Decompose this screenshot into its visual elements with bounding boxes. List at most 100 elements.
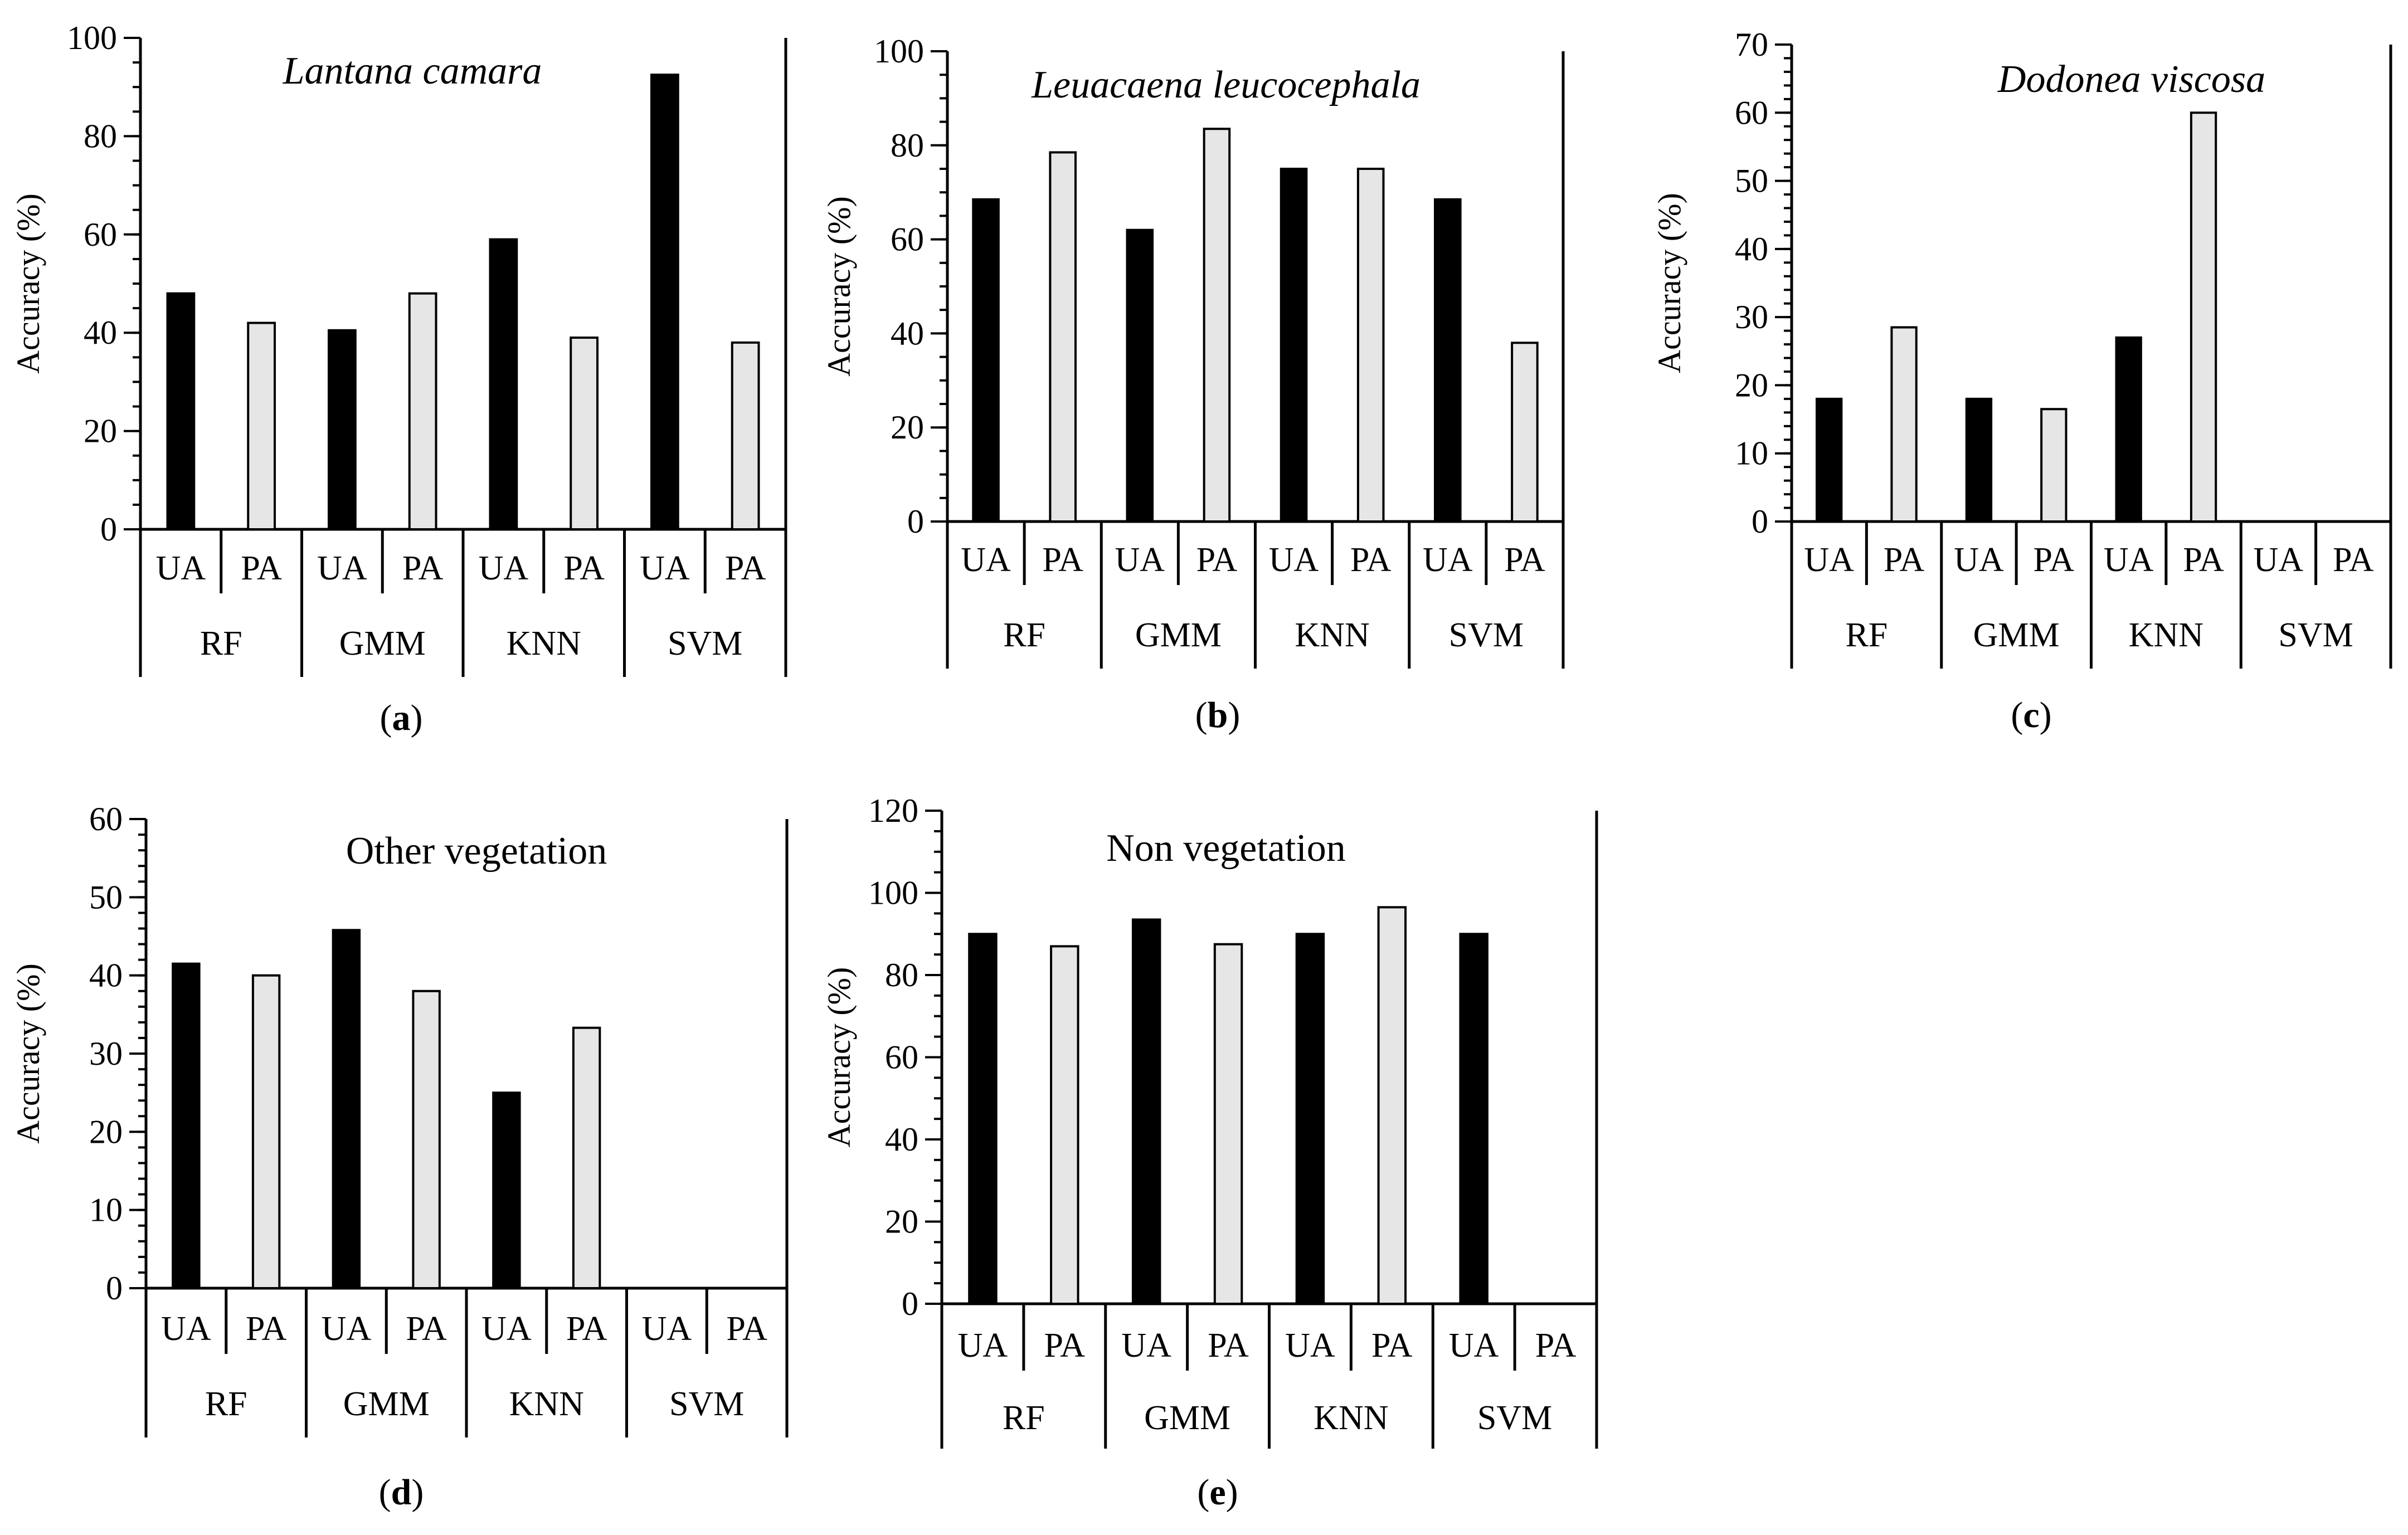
x-subgroup-label: UA	[481, 1310, 532, 1348]
x-subgroup-label: UA	[1954, 541, 2004, 579]
y-tick-label: 80	[891, 127, 924, 164]
y-tick-label: 20	[885, 1203, 918, 1240]
x-group-label: SVM	[2278, 616, 2353, 654]
x-subgroup-label: PA	[402, 549, 444, 587]
x-subgroup-label: UA	[640, 549, 690, 587]
y-axis-label: Accuracy (%)	[10, 193, 46, 374]
chart-panel-d: Other vegetation 0 10 20 30 40 50 60 Accuracy (%…	[10, 801, 789, 1513]
bar-knn-ua	[1295, 933, 1325, 1305]
bar-rf-ua	[968, 933, 998, 1305]
y-tick-label: 50	[1735, 163, 1768, 199]
bar-gmm-ua	[1131, 918, 1161, 1305]
y-tick-label: 0	[1752, 503, 1768, 540]
x-group-label: KNN	[2129, 616, 2203, 654]
x-subgroup-label: PA	[246, 1310, 287, 1348]
x-subgroup-label: PA	[563, 549, 605, 587]
y-axis-label: Accuracy (%)	[10, 963, 46, 1144]
x-group-label: KNN	[509, 1385, 584, 1423]
x-subgroup-label: PA	[1044, 1327, 1086, 1365]
y-tick-label: 20	[89, 1113, 123, 1150]
y-tick-label: 20	[1735, 367, 1768, 403]
y-tick-label: 60	[885, 1039, 918, 1076]
bar-gmm-ua	[332, 929, 361, 1289]
bar-knn-pa	[2190, 111, 2217, 523]
x-group-label: RF	[1845, 616, 1888, 654]
x-group-label: SVM	[669, 1385, 744, 1423]
y-tick-label: 10	[89, 1192, 123, 1229]
x-group-label: KNN	[507, 625, 581, 662]
x-subgroup-label: PA	[1042, 541, 1083, 579]
x-group-label: KNN	[1314, 1399, 1388, 1437]
y-tick-label: 100	[67, 20, 117, 56]
chart-title: Dodonea viscosa	[1997, 58, 2265, 101]
x-group-label: GMM	[339, 625, 426, 662]
x-subgroup-label: PA	[725, 549, 766, 587]
y-tick-label: 100	[868, 875, 918, 912]
bar-knn-pa	[572, 1026, 601, 1289]
x-subgroup-label: UA	[1285, 1327, 1335, 1365]
bar-svm-ua	[1434, 198, 1462, 523]
y-tick-label: 60	[89, 801, 123, 837]
bar-knn-ua	[1280, 168, 1308, 523]
bar-rf-ua	[166, 292, 196, 530]
bar-rf-pa	[251, 974, 281, 1289]
x-subgroup-label: PA	[1884, 541, 1925, 579]
x-group-label: RF	[200, 625, 242, 662]
x-group-label: SVM	[1449, 616, 1524, 654]
x-subgroup-label: UA	[2104, 541, 2154, 579]
bar-gmm-pa	[1203, 128, 1231, 523]
bar-knn-ua	[489, 238, 518, 530]
bar-rf-pa	[1050, 945, 1079, 1305]
bar-gmm-pa	[1213, 943, 1243, 1305]
y-tick-label: 40	[84, 314, 117, 351]
x-subgroup-label: UA	[156, 549, 206, 587]
y-tick-label: 120	[868, 792, 918, 829]
chart-title: Non vegetation	[1106, 827, 1346, 870]
chart-title: Lantana camara	[283, 50, 542, 92]
x-subgroup-label: PA	[241, 549, 282, 587]
x-subgroup-label: PA	[1208, 1327, 1249, 1365]
x-subgroup-label: PA	[406, 1310, 447, 1348]
bar-gmm-pa	[2040, 408, 2068, 523]
x-subgroup-label: UA	[1115, 541, 1165, 579]
x-group-label: GMM	[1144, 1399, 1230, 1437]
x-subgroup-label: UA	[479, 549, 529, 587]
x-subgroup-label: UA	[961, 541, 1011, 579]
x-subgroup-label: UA	[322, 1310, 372, 1348]
x-subgroup-label: PA	[1196, 541, 1238, 579]
x-subgroup-label: PA	[2034, 541, 2075, 579]
y-tick-label: 60	[891, 221, 924, 258]
bar-svm-ua	[650, 74, 679, 530]
y-tick-label: 50	[89, 879, 123, 915]
x-subgroup-label: UA	[317, 549, 367, 587]
bar-knn-pa	[570, 337, 599, 531]
y-tick-label: 40	[89, 957, 123, 994]
chart-title: Leuacaena leucocephala	[1031, 64, 1421, 106]
bar-rf-pa	[1049, 151, 1077, 523]
x-subgroup-label: UA	[958, 1327, 1008, 1365]
y-tick-label: 30	[1735, 299, 1768, 335]
bar-gmm-pa	[412, 990, 441, 1289]
x-subgroup-label: UA	[161, 1310, 211, 1348]
y-axis-label: Accuracy (%)	[821, 196, 857, 377]
x-subgroup-label: UA	[2254, 541, 2304, 579]
chart-panel-b: Leuacaena leucocephala 0 20 40 60 80 100 Accura…	[821, 33, 1565, 735]
bar-rf-pa	[1890, 326, 1918, 523]
x-subgroup-label: UA	[1269, 541, 1319, 579]
bar-gmm-ua	[1126, 228, 1154, 523]
bar-svm-ua	[1459, 933, 1488, 1305]
y-axis-label: Accuracy (%)	[821, 967, 857, 1148]
x-group-label: SVM	[1477, 1399, 1552, 1437]
chart-panel-c: Dodonea viscosa 0 10 20 30 40 50 60 70 Accuracy (…	[1651, 26, 2392, 735]
x-subgroup-label: PA	[1504, 541, 1545, 579]
bar-rf-ua	[172, 962, 201, 1290]
x-subgroup-label: UA	[1121, 1327, 1171, 1365]
x-subgroup-label: PA	[1535, 1327, 1577, 1365]
y-tick-label: 80	[885, 957, 918, 993]
y-tick-label: 30	[89, 1035, 123, 1072]
bar-rf-pa	[247, 321, 276, 530]
y-tick-label: 10	[1735, 435, 1768, 472]
chart-panel-e: Non vegetation 0 20 40 60 80 100 120 Accuracy (%…	[821, 792, 1598, 1513]
x-group-label: RF	[1003, 1399, 1045, 1437]
